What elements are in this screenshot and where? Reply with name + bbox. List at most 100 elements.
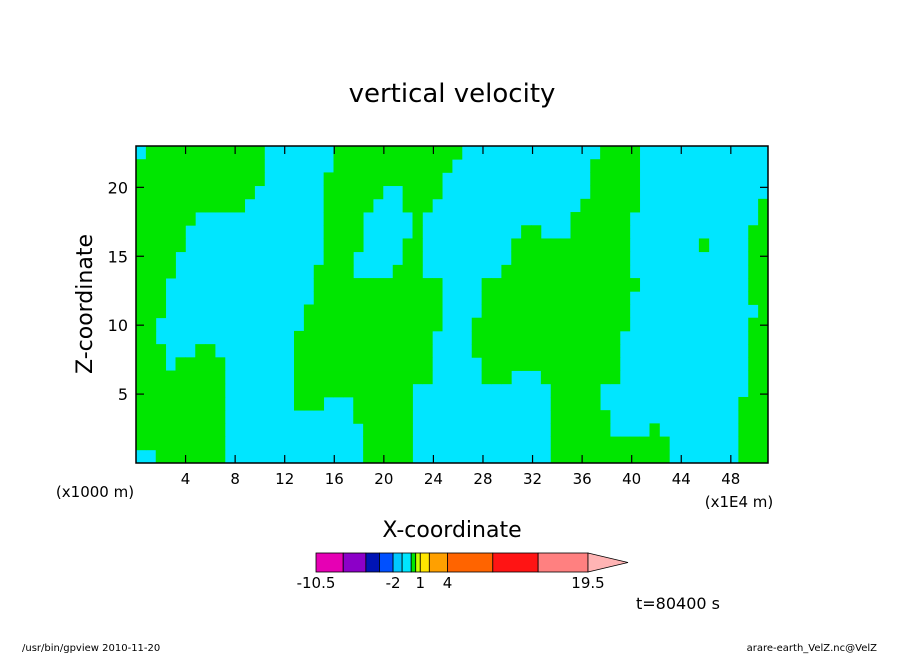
field-cell [373,423,384,437]
field-cell [155,198,167,213]
field-cell [155,383,167,398]
field-cell [145,436,157,451]
field-cell [610,251,621,266]
field-cell [402,146,413,160]
field-cell [303,330,315,345]
field-cell [511,357,522,371]
field-cell [323,291,334,305]
field-cell [560,291,571,305]
field-cell [165,159,176,173]
field-cell [373,304,384,319]
field-cell [353,370,364,385]
field-cell [550,449,562,464]
field-cell [363,436,374,451]
field-cell [382,370,394,385]
field-cell [531,357,542,371]
field-cell [343,264,354,279]
field-cell [313,264,325,279]
field-cell [422,344,433,358]
field-cell [343,238,354,253]
field-cell [353,198,364,213]
field-cell [136,357,147,371]
field-cell [363,449,374,464]
field-cell [136,410,147,424]
field-cell [205,423,216,437]
field-cell [580,423,591,437]
field-cell [610,159,621,173]
field-cell [185,383,196,398]
field-cell [402,344,413,358]
field-cell [373,278,384,292]
field-cell [560,357,571,371]
field-cell [590,198,601,213]
field-cell [748,330,759,345]
field-cell [136,185,147,200]
field-cell [491,278,502,292]
field-cell [165,212,176,226]
field-cell [382,423,394,437]
field-cell [145,172,157,187]
field-cell [550,410,562,424]
field-cell [145,383,157,398]
field-cell [422,146,433,160]
field-cell [590,278,601,292]
field-cell [748,370,759,385]
field-cell [373,146,384,160]
field-cell [303,370,315,385]
field-cell [313,383,325,398]
x-tick-label: 16 [325,470,344,488]
field-cell [619,172,631,187]
field-cell [590,251,601,266]
field-cell [471,344,483,358]
field-cell [136,225,147,239]
field-cell [392,278,404,292]
field-cell [432,146,443,160]
field-cell [145,198,157,213]
field-cell [600,146,611,160]
x-tick-label: 8 [230,470,240,488]
colorbar-tick-label: -2 [386,574,401,592]
field-cell [580,225,591,239]
field-cell [412,172,423,187]
field-cell [136,317,147,332]
field-cell [215,198,226,213]
field-cell [531,238,542,253]
field-cell [432,278,443,292]
colorbar-segment [447,552,494,573]
field-cell [215,436,226,451]
field-cell [422,278,433,292]
field-cell [215,410,226,424]
field-cell [531,251,542,266]
field-cell [175,357,186,371]
field-cell [313,278,325,292]
x-tick-label: 24 [424,470,443,488]
field-cell [165,396,176,411]
field-cell [432,159,443,173]
field-cell [373,396,384,411]
field-cell [353,410,364,424]
x-tick-label: 32 [523,470,542,488]
x-axis-label: X-coordinate [382,518,521,543]
field-cell [570,436,581,451]
field-cell [136,330,147,345]
field-cell [590,436,601,451]
field-cell [392,370,404,385]
y-tick-label: 20 [108,178,128,197]
field-cell [481,330,492,345]
field-cell [412,330,423,345]
field-cell [165,251,176,266]
field-cell [155,251,167,266]
field-cell [758,370,769,385]
field-cell [363,410,374,424]
field-cell [155,185,167,200]
colorbar-segment [392,552,403,573]
field-cell [343,198,354,213]
field-cell [491,317,502,332]
field-cell [610,238,621,253]
field-cell [540,357,552,371]
field-cell [195,383,206,398]
field-cell [422,330,433,345]
field-cell [748,357,759,371]
field-cell [590,291,601,305]
field-cell [412,159,423,173]
